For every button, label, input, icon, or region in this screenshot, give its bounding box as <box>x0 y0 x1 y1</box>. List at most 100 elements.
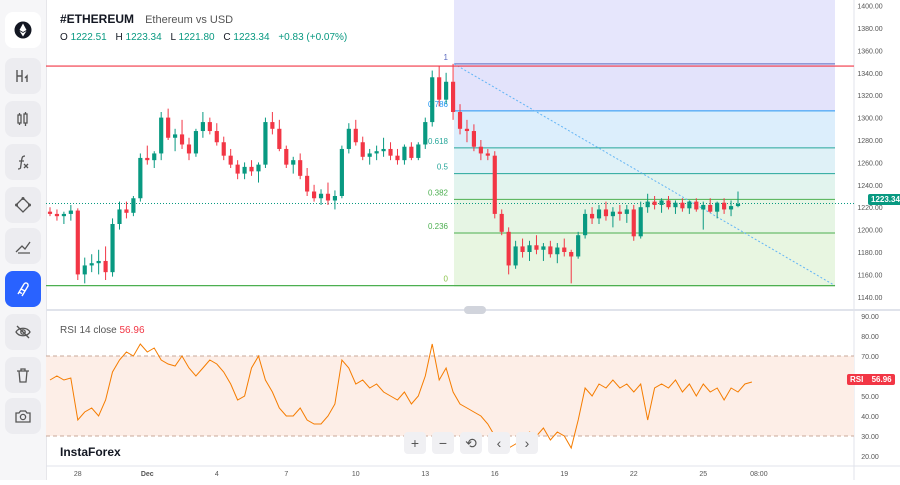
trash-icon[interactable] <box>5 357 41 393</box>
rsi-name[interactable]: RSI <box>60 325 77 336</box>
rsi-source: close <box>93 325 117 336</box>
fib-zone <box>454 232 835 286</box>
candle-body <box>374 151 379 154</box>
candle-body <box>680 202 685 209</box>
candle-body <box>478 146 483 154</box>
candle-body <box>694 201 699 210</box>
time-tick-label: Dec <box>141 471 154 478</box>
candle-body <box>68 210 73 214</box>
price-tick-label: 1300.00 <box>857 116 882 123</box>
price-tag: 1223.34 <box>868 194 900 205</box>
candle-body <box>610 211 615 217</box>
candle-body <box>701 204 706 210</box>
fib-zone-top <box>454 0 835 64</box>
candle-body <box>305 175 310 192</box>
candle-body <box>138 157 143 199</box>
rsi-tick-label: 90.00 <box>861 314 879 321</box>
candle-body <box>159 117 164 154</box>
candle-body <box>548 246 553 255</box>
scroll-right-button[interactable]: › <box>516 432 538 454</box>
scroll-left-button[interactable]: ‹ <box>488 432 510 454</box>
zoom-out-button[interactable]: − <box>432 432 454 454</box>
high-value: 1223.34 <box>125 32 162 43</box>
fib-level-label: 1 <box>444 53 449 62</box>
candle-body <box>249 166 254 172</box>
camera-icon[interactable] <box>5 398 41 434</box>
candle-body <box>583 213 588 236</box>
candle-body <box>388 148 393 156</box>
left-toolbar <box>0 0 47 480</box>
time-tick-label: 28 <box>74 471 82 478</box>
candle-body <box>416 144 421 158</box>
pane-resize-handle <box>464 306 486 314</box>
candle-body <box>485 153 490 156</box>
candle-body <box>186 144 192 154</box>
fib-level-label: 0.786 <box>428 100 449 109</box>
candle-body <box>298 160 303 176</box>
candle-body <box>708 204 713 212</box>
eye-off-icon[interactable] <box>5 314 41 350</box>
high-label: H <box>115 32 123 43</box>
time-tick-label: 7 <box>284 471 288 478</box>
candle-body <box>541 246 546 250</box>
candle-body <box>214 131 219 143</box>
candle-body <box>325 193 331 201</box>
chart-area[interactable]: 1 0.786 0.618 0.5 0.382 0.236 0 1140.00 1160.00 1… <box>46 0 900 480</box>
magnet-icon[interactable] <box>5 271 41 307</box>
zoom-controls: + − ⟲ ‹ › <box>404 432 538 454</box>
drawing-icon[interactable] <box>5 187 41 223</box>
zoom-in-button[interactable]: + <box>404 432 426 454</box>
rsi-tick-label: 70.00 <box>861 354 879 361</box>
candle-body <box>450 81 456 112</box>
candle-body <box>353 128 358 143</box>
symbol-name[interactable]: #ETHEREUM <box>60 12 135 26</box>
reset-view-button[interactable]: ⟲ <box>460 432 482 454</box>
trend-icon[interactable] <box>5 228 41 264</box>
candle-body <box>61 213 66 217</box>
price-tick-label: 1400.00 <box>857 4 882 11</box>
ohlc-legend: O 1222.51 H 1223.34 L 1221.80 C 1223.34 … <box>60 32 347 43</box>
candle-body <box>117 209 122 224</box>
candle-body <box>166 117 171 138</box>
candle-body <box>54 213 60 217</box>
candle-body <box>256 164 261 172</box>
candle-body <box>131 198 136 213</box>
close-label: C <box>223 32 231 43</box>
candle-body <box>735 203 741 207</box>
open-label: O <box>60 32 68 43</box>
fib-level-label: 0.382 <box>428 188 449 197</box>
candle-body <box>96 260 101 264</box>
candle-body <box>110 224 115 273</box>
candle-body <box>402 146 407 161</box>
logo-icon[interactable] <box>5 12 41 48</box>
brand-watermark: InstaForex <box>60 445 121 459</box>
chart-canvas[interactable]: 1 0.786 0.618 0.5 0.382 0.236 0 1140.00 1160.00 1… <box>46 0 900 480</box>
candle-body <box>311 191 317 199</box>
candle-body <box>638 207 643 237</box>
candle-body <box>193 131 199 154</box>
formula-icon[interactable] <box>5 144 41 180</box>
candle-body <box>437 77 442 100</box>
candle-body <box>603 209 609 217</box>
candle-body <box>173 134 178 138</box>
time-tick-label: 4 <box>215 471 219 478</box>
price-tick-label: 1360.00 <box>857 48 882 55</box>
low-value: 1221.80 <box>178 32 215 43</box>
candle-body <box>145 157 150 161</box>
heikin-ashi-icon[interactable] <box>5 58 41 94</box>
price-tick-label: 1240.00 <box>857 183 882 190</box>
candle-body <box>75 210 80 275</box>
rsi-tick-label: 20.00 <box>861 454 879 461</box>
candle-body <box>492 155 497 214</box>
candles-icon[interactable] <box>5 101 41 137</box>
candle-body <box>89 263 94 266</box>
price-tick-label: 1180.00 <box>858 250 883 257</box>
candle-body <box>645 201 650 208</box>
candle-body <box>124 209 129 213</box>
candle-body <box>277 128 282 149</box>
candle-body <box>471 131 477 147</box>
close-value: 1223.34 <box>233 32 270 43</box>
candle-body <box>589 213 595 219</box>
time-tick-label: 08:00 <box>750 471 768 478</box>
rsi-legend: RSI 14 close 56.96 <box>60 325 145 336</box>
